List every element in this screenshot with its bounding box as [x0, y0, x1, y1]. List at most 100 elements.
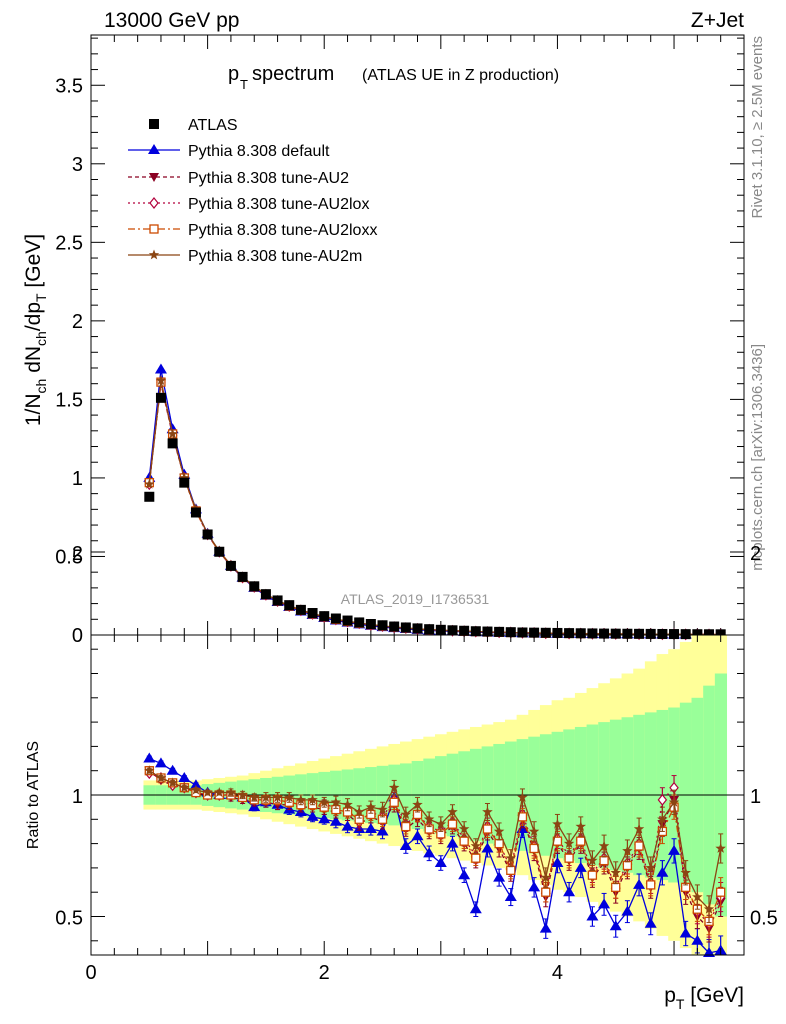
main-point-data [622, 628, 633, 639]
main-point-data [447, 625, 458, 636]
ratio-point-au2loxx [646, 880, 656, 890]
ratio-point-au2m [482, 806, 493, 817]
x-axis-label: pT [GeV] [664, 984, 744, 1012]
ratio-point-default [586, 910, 599, 921]
ratio-point-au2m [540, 872, 551, 883]
ratio-point-au2m [249, 791, 260, 802]
ratio-point-au2loxx [401, 821, 411, 832]
ratio-point-default [166, 764, 179, 775]
ratio-xtick-label: 4 [552, 962, 563, 984]
ratio-point-au2m [470, 840, 481, 851]
ratio-point-au2m [657, 813, 668, 824]
ratio-point-default [563, 886, 576, 897]
ratio-point-au2m [423, 813, 435, 824]
main-point-data [505, 627, 516, 638]
ratio-point-au2loxx [459, 836, 469, 846]
ratio-point-au2m [260, 791, 272, 802]
ratio-ytick-label: 1 [72, 786, 83, 808]
ratio-point-au2m [342, 799, 353, 810]
legend-label-au2: Pythia 8.308 tune-AU2 [188, 170, 349, 187]
title-sub-t: T [240, 77, 248, 92]
ratio-point-au2m [319, 796, 330, 807]
ratio-point-au2m [587, 855, 598, 866]
main-point-data [389, 621, 400, 632]
ratio-point-au2m [225, 787, 237, 797]
rivet-annotation: Rivet 3.1.10, ≥ 2.5M events [749, 36, 766, 219]
main-point-data [564, 628, 575, 639]
legend-label-au2m: Pythia 8.308 tune-AU2m [188, 248, 362, 265]
main-point-data [599, 628, 610, 639]
main-point-data [494, 626, 505, 637]
title-spectrum: spectrum [252, 63, 334, 85]
main-point-data [704, 629, 715, 640]
main-point-data [575, 628, 586, 639]
ratio-point-au2m [307, 794, 318, 805]
ratio-point-au2m [645, 862, 656, 873]
ratio-point-default [318, 813, 331, 824]
ratio-point-default [493, 871, 506, 882]
legend-marker-au2 [149, 173, 159, 182]
ratio-point-default [481, 842, 494, 853]
main-point-data [260, 589, 271, 600]
main-point-data [552, 627, 563, 638]
legend-marker-au2lox [149, 197, 159, 209]
ratio-point-au2m [202, 787, 213, 797]
ratio-point-au2m [668, 796, 680, 807]
main-point-data [657, 628, 668, 639]
ratio-point-default [539, 922, 552, 933]
main-point-data [225, 560, 236, 571]
ratio-point-default [644, 917, 657, 928]
ratio-panel: 0.5 0.5 1 1 2 2 0 2 4 [55, 543, 778, 984]
ratio-point-au2m [692, 891, 703, 902]
ratio-point-au2m [680, 867, 691, 878]
main-point-data [319, 611, 330, 622]
main-ytick-label: 2.5 [55, 232, 83, 254]
main-panel: 0 0.5 1 1.5 2 2.5 3 3.5 ATLAS_2019_I1736531 [55, 34, 745, 647]
ratio-point-au2m [190, 784, 202, 795]
main-ytick-label: 3.5 [55, 75, 83, 97]
main-point-data [482, 626, 493, 637]
ratio-point-default [411, 830, 424, 841]
legend-entry-data: ATLAS [149, 117, 238, 134]
title-p: p [228, 63, 239, 85]
ratio-point-default [434, 857, 447, 868]
main-point-data [587, 628, 598, 639]
ratio-axis-ticks: 0.5 0.5 1 1 2 2 0 2 4 [55, 543, 778, 984]
ratio-point-default [574, 861, 587, 872]
legend-label-data: ATLAS [188, 117, 238, 134]
ratio-point-au2m [214, 787, 225, 797]
ratio-point-au2m [598, 840, 610, 851]
ratio-point-default [423, 847, 436, 858]
legend: ATLAS Pythia 8.308 default Pythia 8.308 tu… [128, 117, 377, 265]
ratio-point-default [329, 815, 342, 826]
main-ytick-label: 1.5 [55, 389, 83, 411]
main-point-data [155, 392, 166, 403]
ratio-point-au2m [330, 796, 342, 807]
title-note: (ATLAS UE in Z production) [362, 67, 559, 84]
ratio-point-default [656, 866, 669, 877]
ratio-point-default [679, 927, 692, 938]
main-point-data [424, 624, 435, 635]
ratio-point-au2loxx [599, 855, 609, 866]
main-point-data [517, 627, 528, 638]
ratio-point-default [154, 757, 167, 768]
main-point-data [540, 627, 551, 638]
ratio-point-default [504, 891, 517, 902]
ratio-point-au2m [493, 826, 505, 836]
main-ytick-label: 1 [72, 468, 83, 490]
ratio-series-group [143, 752, 727, 957]
ratio-point-default [528, 881, 541, 892]
main-point-data [214, 546, 225, 557]
main-point-au2m [179, 472, 190, 483]
legend-entry-au2lox: Pythia 8.308 tune-AU2lox [128, 196, 369, 213]
legend-label-au2lox: Pythia 8.308 tune-AU2lox [188, 196, 369, 213]
main-point-data [645, 628, 656, 639]
ratio-point-au2lox [657, 793, 668, 806]
main-point-data [167, 438, 178, 449]
ratio-point-default [178, 771, 191, 782]
ratio-point-au2loxx [611, 882, 621, 892]
legend-entry-au2: Pythia 8.308 tune-AU2 [128, 170, 349, 187]
ratio-point-default [399, 840, 412, 851]
ratio-point-au2m [575, 821, 586, 831]
ratio-point-au2m [354, 806, 365, 817]
